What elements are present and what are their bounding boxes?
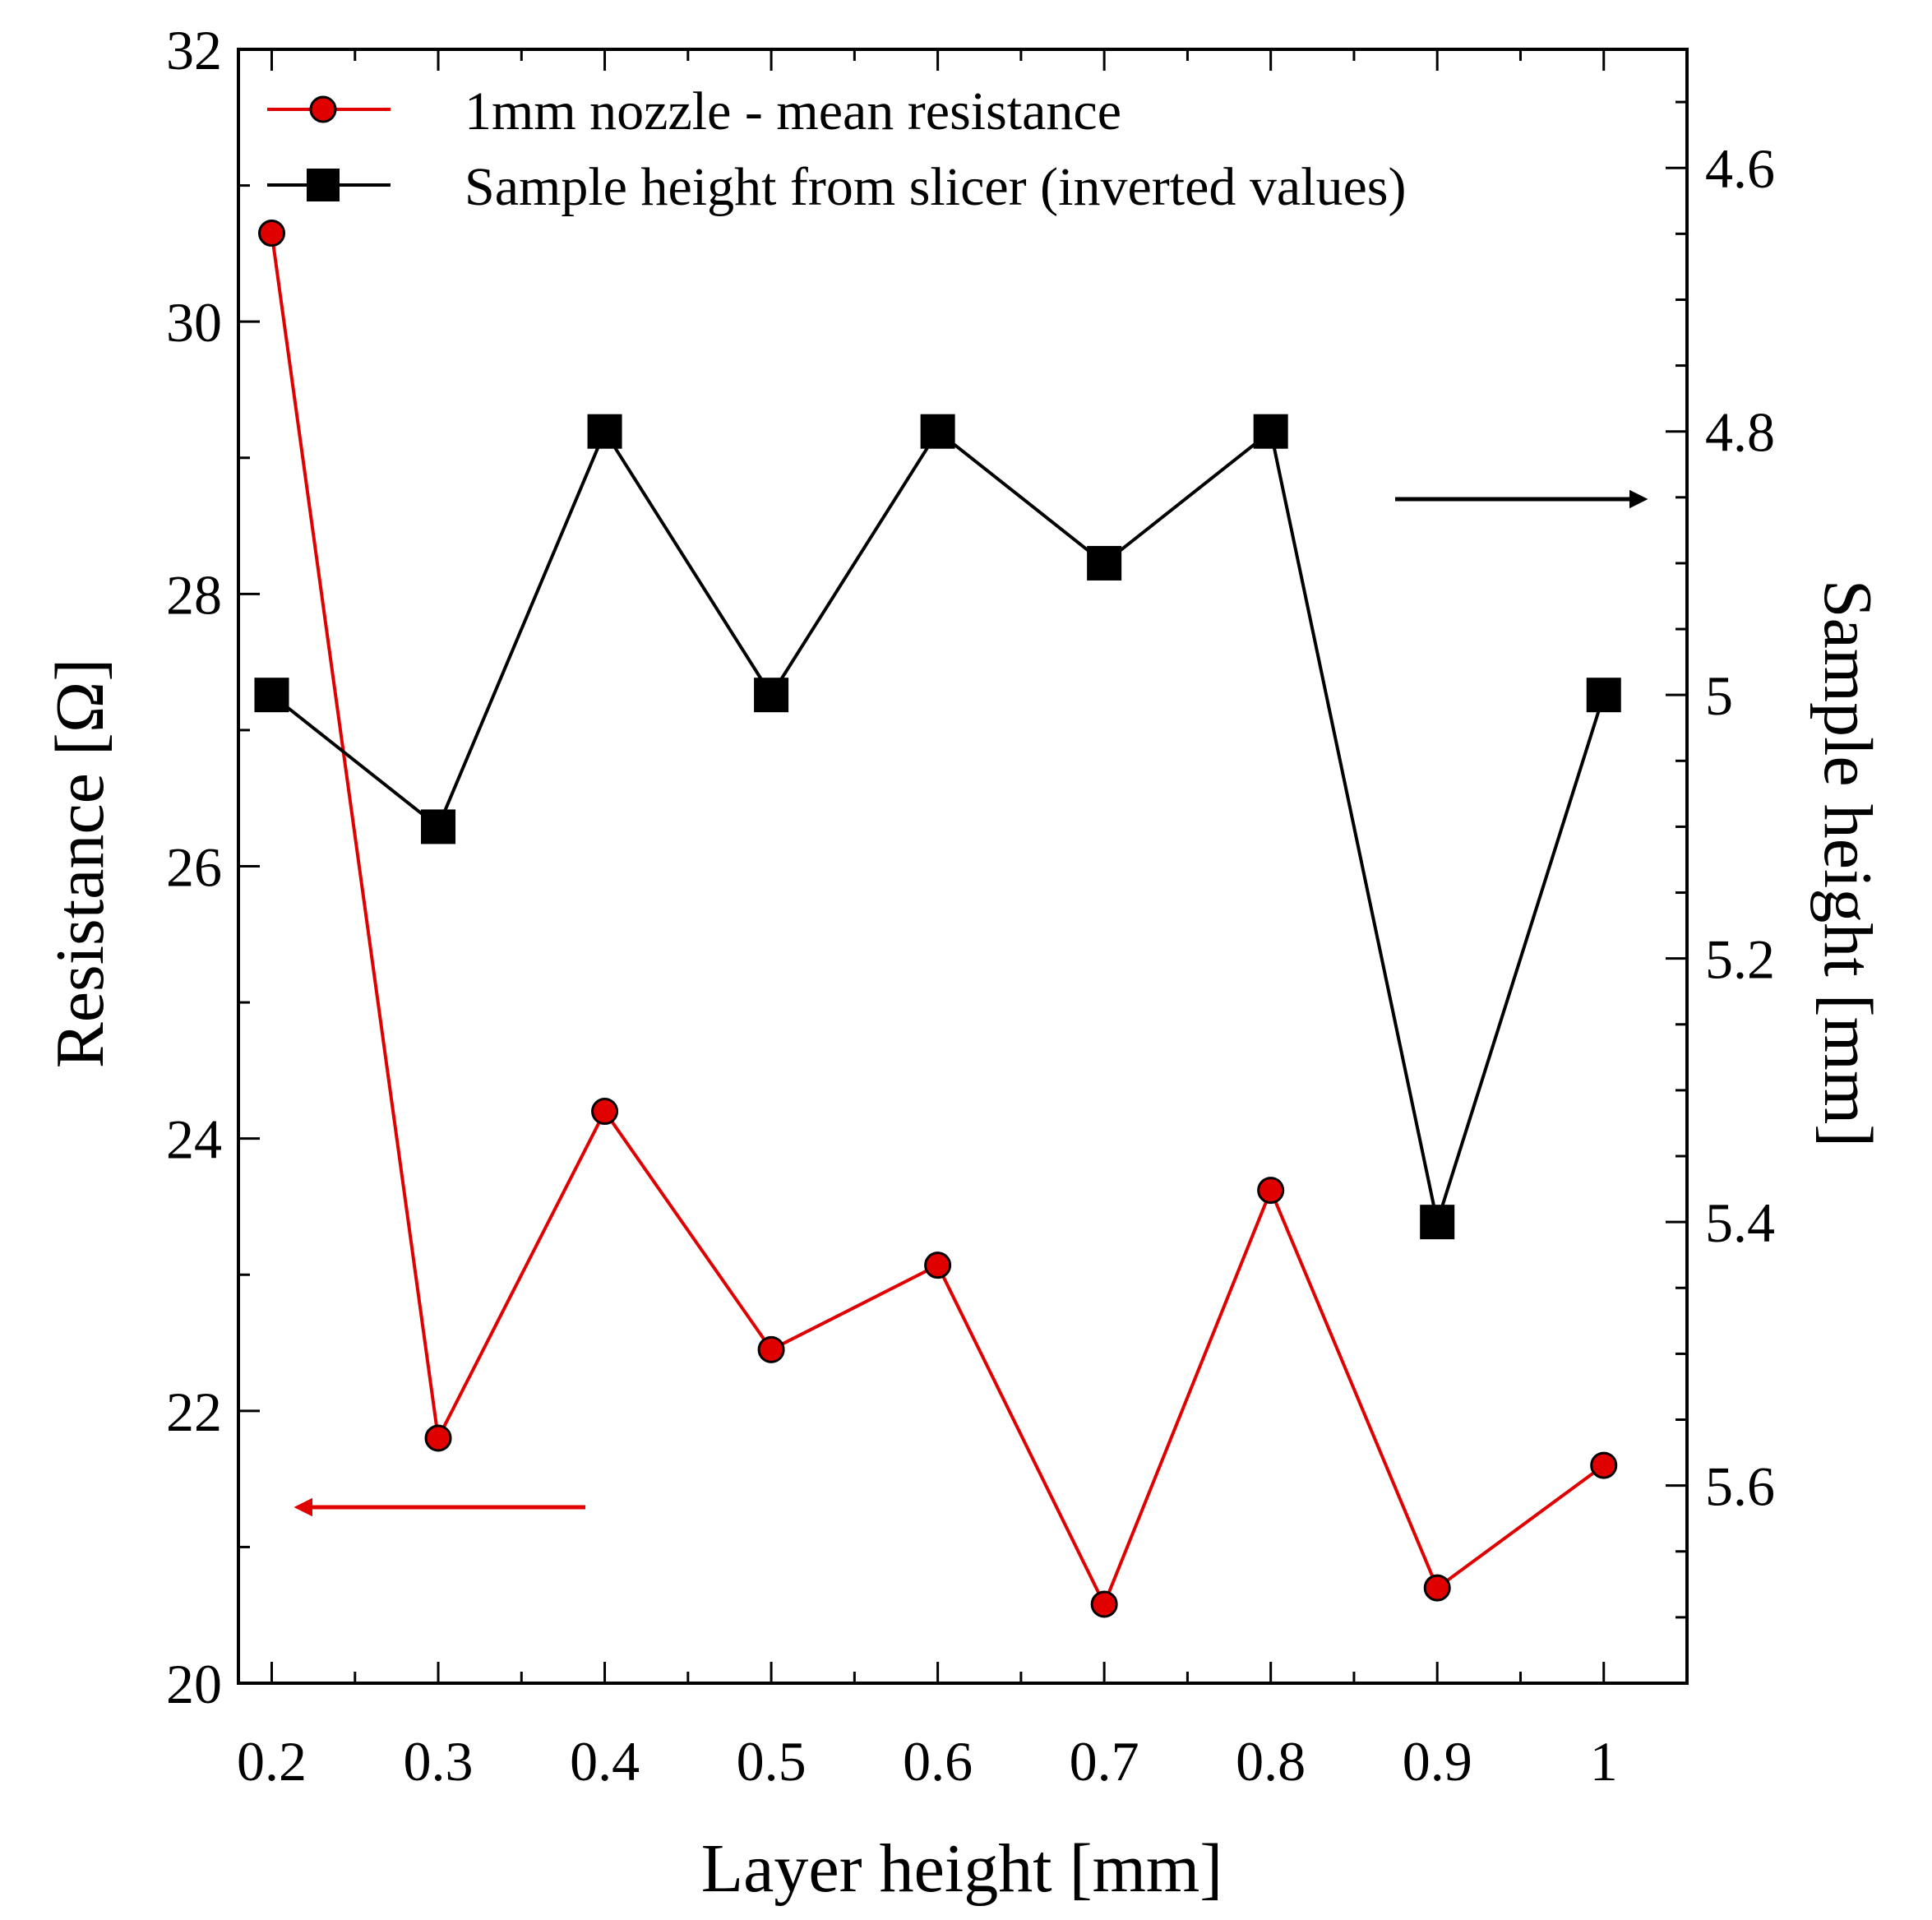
height-point — [1253, 414, 1288, 449]
resistance-point — [1423, 1574, 1451, 1602]
legend-label-resistance: 1mm nozzle - mean resistance — [465, 81, 1121, 141]
height-point — [1586, 678, 1621, 713]
legend: 1mm nozzle - mean resistance Sample heig… — [267, 81, 1406, 217]
resistance-point — [1090, 1590, 1118, 1618]
y-right-tick-label: 4.6 — [1705, 137, 1775, 200]
series-line — [270, 428, 1606, 1229]
y-right-tick-label: 5.6 — [1705, 1455, 1775, 1518]
y-left-tick-label: 22 — [166, 1381, 222, 1443]
x-tick-label: 0.4 — [570, 1730, 640, 1793]
height-point — [254, 678, 289, 713]
x-tick-label: 0.3 — [404, 1730, 474, 1793]
y-left-tick-label: 20 — [166, 1653, 222, 1715]
resistance-point — [591, 1098, 619, 1126]
height-point — [754, 678, 789, 713]
height-point — [587, 414, 622, 449]
resistance-point — [424, 1424, 452, 1452]
height-point — [1420, 1205, 1455, 1240]
y-left-tick-label: 30 — [166, 291, 222, 354]
x-tick-label: 0.6 — [903, 1730, 973, 1793]
series-layer — [254, 220, 1621, 1618]
y-right-tick-label: 5 — [1705, 664, 1733, 727]
tick-labels: 0.2 0.3 0.4 0.5 0.6 0.7 0.8 0.9 1 20 22 24 26 28 30 32 4… — [166, 19, 1775, 1793]
y-right-tick-label: 5.4 — [1705, 1191, 1775, 1254]
y-left-tick-label: 24 — [166, 1108, 222, 1171]
axis-ticks — [238, 48, 1687, 1685]
x-tick-label: 0.7 — [1070, 1730, 1139, 1793]
resistance-point — [1257, 1177, 1285, 1205]
y-right-tick-label: 4.8 — [1705, 401, 1775, 464]
resistance-point — [258, 220, 286, 248]
legend-label-height: Sample height from slicer (inverted valu… — [465, 157, 1406, 217]
legend-marker-height — [307, 169, 340, 201]
resistance-point — [1590, 1451, 1618, 1479]
y-left-axis-title: Resistance [Ω] — [42, 659, 118, 1069]
y-right-axis-title: Sample height [mm] — [1810, 580, 1886, 1148]
x-tick-label: 0.9 — [1403, 1730, 1472, 1793]
height-point — [421, 809, 456, 844]
legend-marker-resistance — [309, 95, 337, 123]
y-left-tick-label: 28 — [166, 563, 222, 626]
x-tick-label: 0.8 — [1236, 1730, 1306, 1793]
x-tick-label: 0.2 — [237, 1730, 307, 1793]
resistance-point — [924, 1251, 952, 1279]
height-point — [1087, 545, 1122, 581]
height-point — [920, 414, 955, 449]
resistance-point — [757, 1335, 785, 1363]
x-tick-label: 0.5 — [737, 1730, 807, 1793]
x-axis-title: Layer height [mm] — [701, 1830, 1223, 1907]
plot-frame — [237, 48, 1689, 1685]
y-right-tick-label: 5.2 — [1705, 928, 1775, 991]
y-left-tick-label: 26 — [166, 836, 222, 899]
y-left-tick-label: 32 — [166, 19, 222, 81]
x-tick-label: 1 — [1590, 1730, 1618, 1793]
